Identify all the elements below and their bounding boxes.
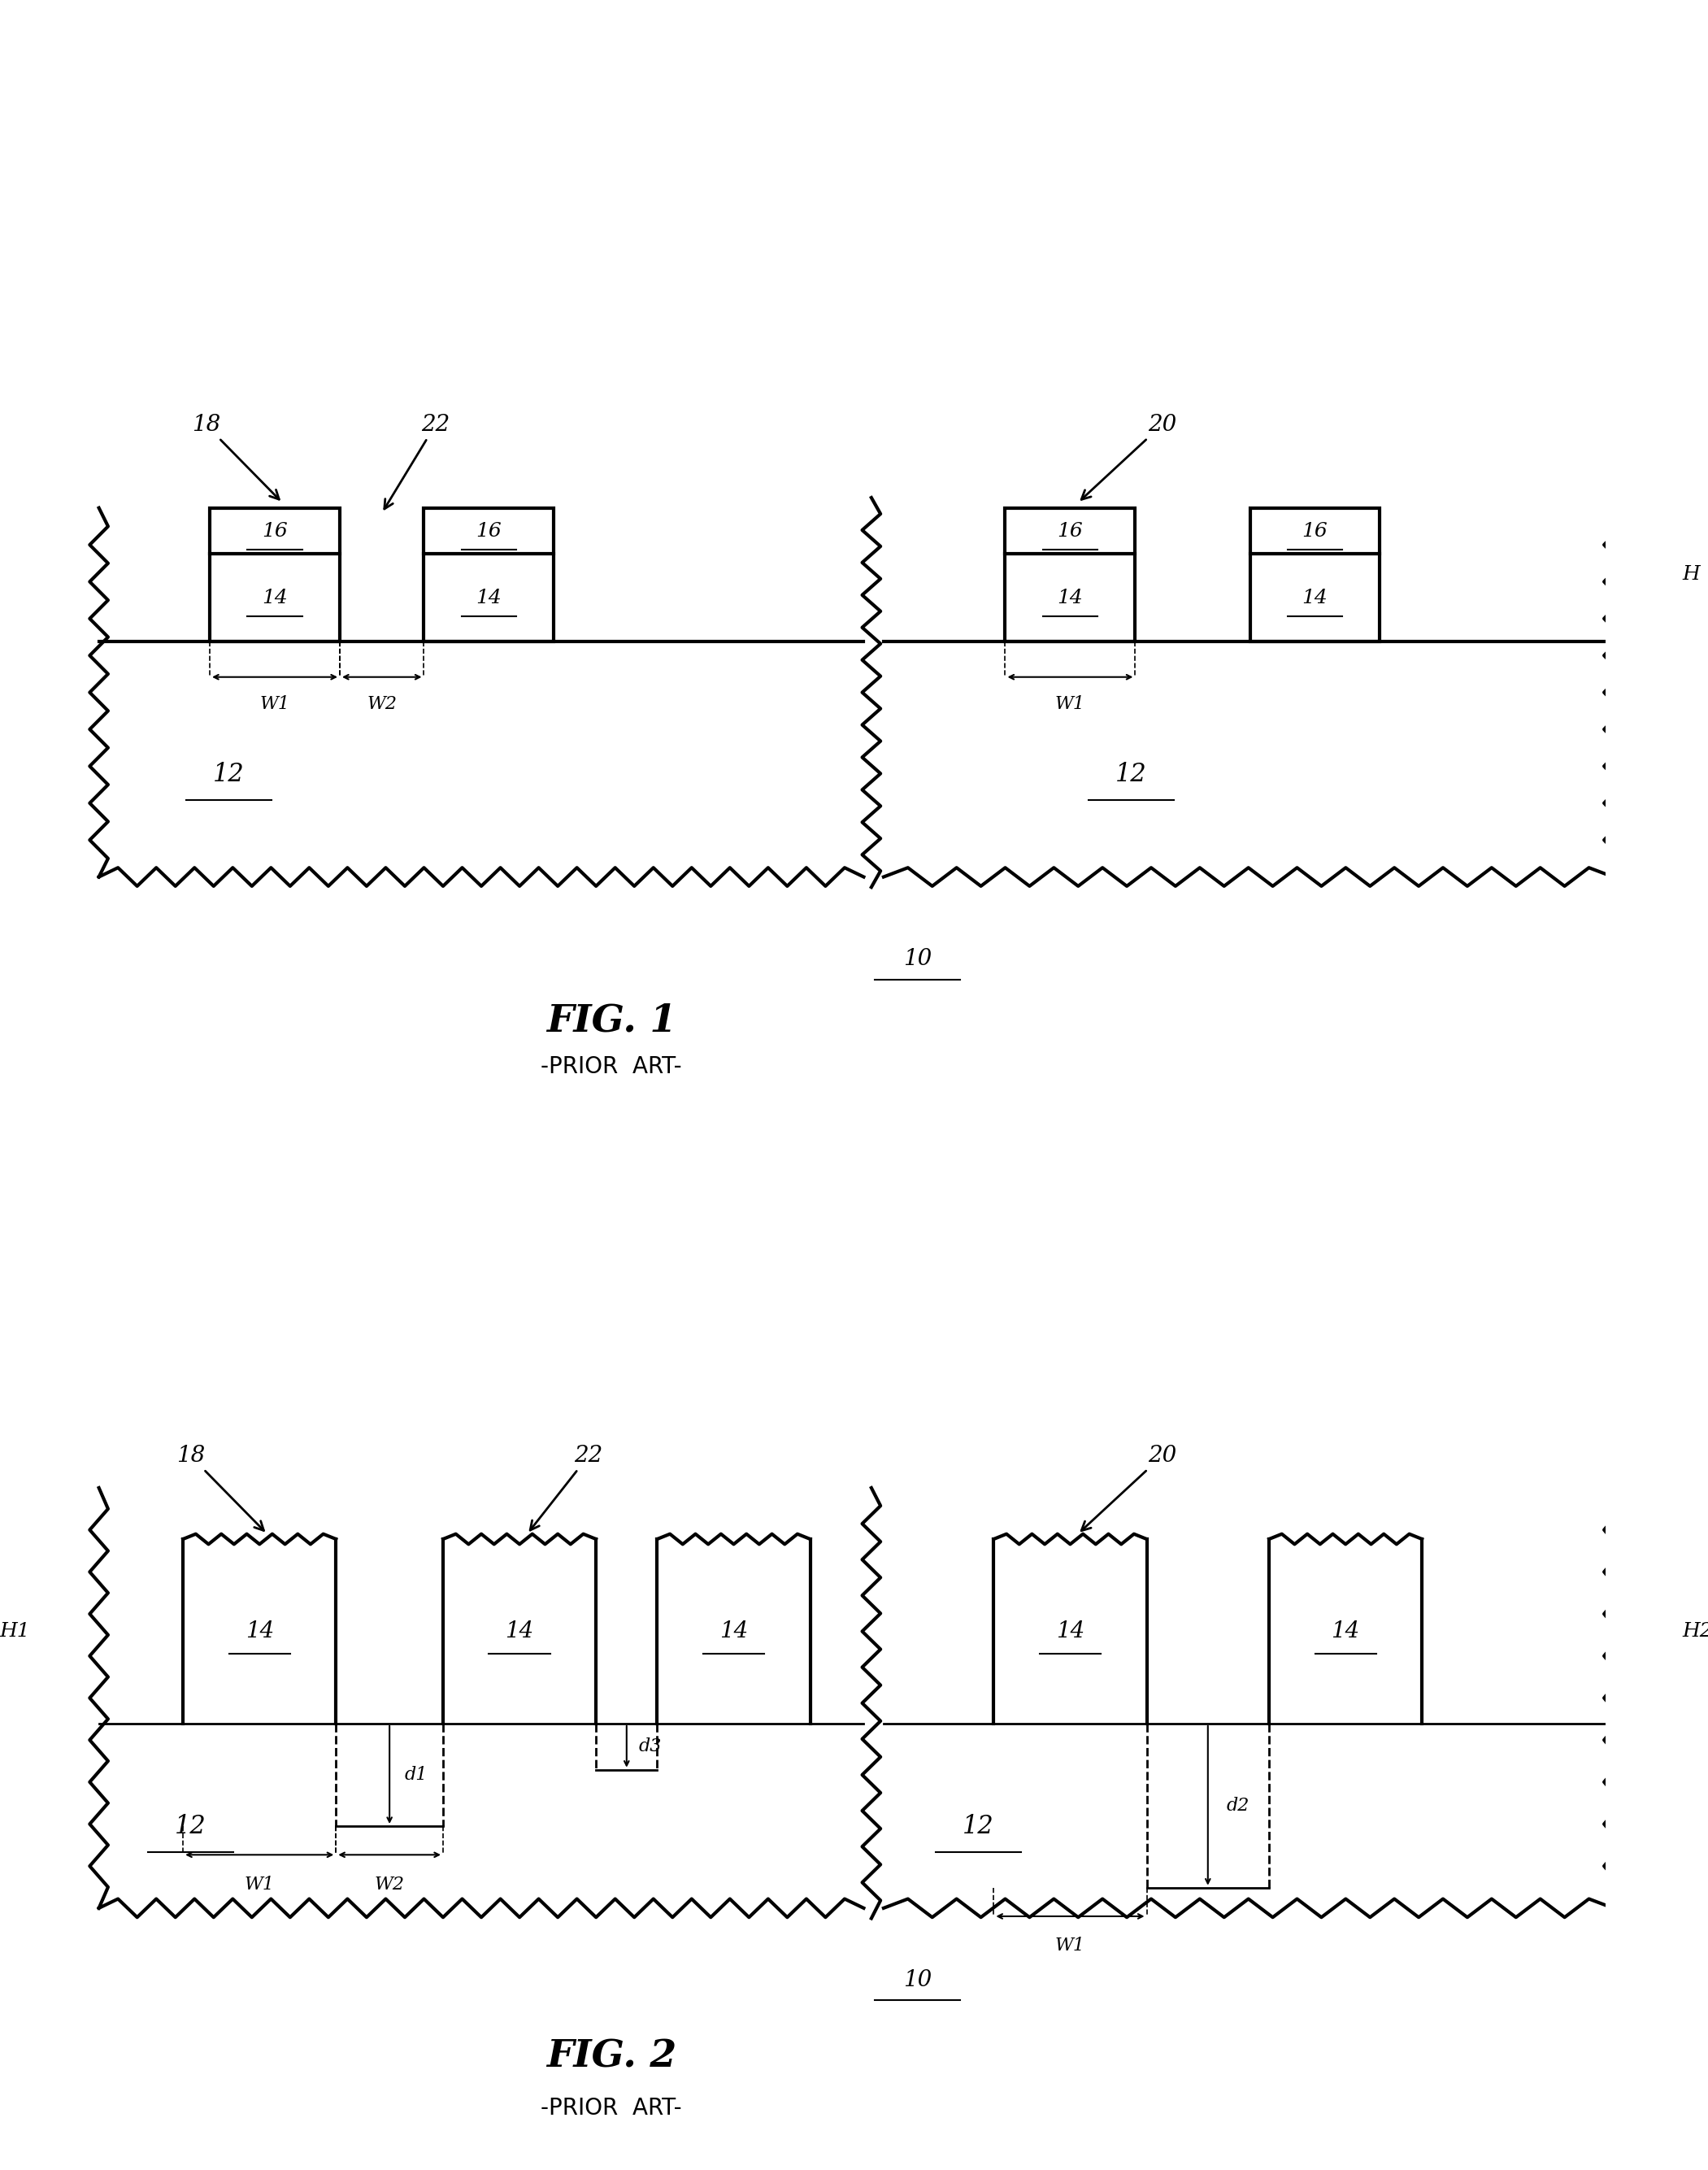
Text: W2: W2 (374, 1875, 405, 1892)
Text: 14: 14 (1056, 1621, 1085, 1643)
Text: H: H (1682, 564, 1699, 584)
Bar (1250, 553, 1380, 640)
Text: FIG. 2: FIG. 2 (547, 2038, 676, 2075)
Bar (1006, 553, 1136, 640)
Text: 12: 12 (1115, 762, 1148, 788)
Text: H2: H2 (1682, 1621, 1708, 1641)
Bar (424, 508, 553, 553)
Text: -PRIOR  ART-: -PRIOR ART- (541, 2096, 681, 2120)
Bar (424, 553, 553, 640)
Text: FIG. 1: FIG. 1 (547, 1003, 676, 1039)
Text: 10: 10 (904, 948, 931, 970)
Bar (210, 553, 340, 640)
Text: 18: 18 (176, 1445, 263, 1530)
Text: 20: 20 (1081, 414, 1177, 499)
Text: 18: 18 (191, 414, 278, 499)
Text: 14: 14 (506, 1621, 535, 1643)
Bar (210, 508, 340, 553)
Text: 14: 14 (261, 588, 287, 608)
Text: 16: 16 (261, 521, 287, 540)
Text: W2: W2 (367, 694, 396, 714)
Text: d2: d2 (1226, 1797, 1249, 1814)
Text: 12: 12 (174, 1814, 207, 1838)
Text: W1: W1 (1056, 1938, 1085, 1955)
Text: W1: W1 (1056, 694, 1085, 714)
Text: 14: 14 (1301, 588, 1327, 608)
Bar (1006, 508, 1136, 553)
Text: 22: 22 (529, 1445, 603, 1530)
Text: 14: 14 (1331, 1621, 1360, 1643)
Text: H1: H1 (0, 1621, 31, 1641)
Bar (1250, 508, 1380, 553)
Text: 16: 16 (1057, 521, 1083, 540)
Text: -PRIOR  ART-: -PRIOR ART- (541, 1055, 681, 1078)
Text: 16: 16 (1301, 521, 1327, 540)
Text: 20: 20 (1081, 1445, 1177, 1530)
Text: 14: 14 (719, 1621, 748, 1643)
Text: 16: 16 (477, 521, 502, 540)
Text: d3: d3 (639, 1738, 663, 1756)
Text: 10: 10 (904, 1968, 931, 1990)
Text: 22: 22 (384, 414, 449, 510)
Text: 14: 14 (1057, 588, 1083, 608)
Text: W1: W1 (244, 1875, 275, 1892)
Text: d1: d1 (405, 1766, 429, 1784)
Text: 12: 12 (963, 1814, 994, 1838)
Text: 12: 12 (214, 762, 244, 788)
Text: 14: 14 (477, 588, 502, 608)
Text: W1: W1 (260, 694, 290, 714)
Text: 14: 14 (246, 1621, 273, 1643)
